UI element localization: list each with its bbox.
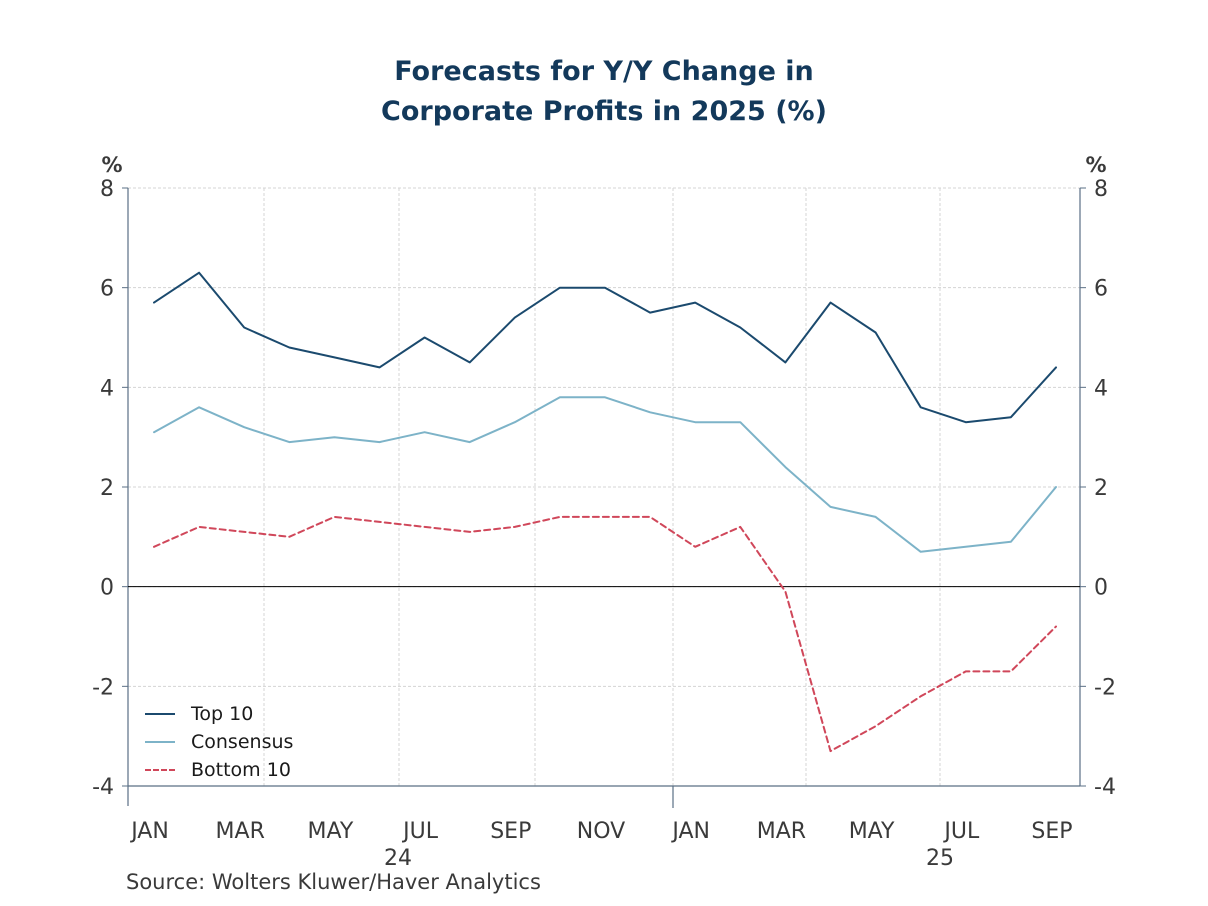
x-tick-label: NOV	[577, 819, 625, 844]
chart-title: Forecasts for Y/Y Change in Corporate Pr…	[0, 52, 1208, 132]
legend-item-consensus: Consensus	[145, 728, 293, 756]
x-tick-label: MAR	[757, 819, 806, 844]
x-tick-label: MAY	[849, 819, 895, 844]
x-tick-label: MAY	[308, 819, 354, 844]
legend-label-bottom-10: Bottom 10	[191, 759, 291, 781]
year-label: 24	[384, 846, 412, 871]
chart-legend: Top 10 Consensus Bottom 10	[145, 700, 293, 784]
left-y-tick-label: 0	[100, 576, 114, 601]
left-y-tick-label: -2	[92, 675, 114, 700]
legend-swatch-bottom-10	[145, 769, 175, 771]
right-y-tick-label: 2	[1094, 476, 1108, 501]
left-y-tick-label: -4	[92, 775, 114, 800]
right-y-tick-label: 4	[1094, 376, 1108, 401]
right-y-tick-label: -4	[1094, 775, 1116, 800]
legend-label-consensus: Consensus	[191, 731, 294, 753]
right-y-tick-label: 6	[1094, 277, 1108, 302]
year-label: 25	[926, 846, 954, 871]
chart-title-line-1: Forecasts for Y/Y Change in	[394, 56, 814, 87]
legend-label-top-10: Top 10	[191, 703, 254, 725]
legend-swatch-top-10	[145, 713, 175, 715]
right-y-tick-label: 8	[1094, 177, 1108, 202]
right-y-tick-label: 0	[1094, 576, 1108, 601]
x-tick-label: JAN	[670, 819, 710, 844]
series-line-top-10	[153, 271, 1057, 424]
legend-item-top-10: Top 10	[145, 700, 293, 728]
left-y-tick-label: 6	[100, 277, 114, 302]
legend-swatch-consensus	[145, 741, 175, 743]
legend-item-bottom-10: Bottom 10	[145, 756, 293, 784]
x-tick-label: MAR	[216, 819, 265, 844]
right-unit-label: %	[1085, 153, 1106, 177]
left-y-tick-label: 4	[100, 376, 114, 401]
x-tick-label: SEP	[490, 819, 531, 844]
right-y-tick-label: -2	[1094, 675, 1116, 700]
x-tick-label: JAN	[129, 819, 169, 844]
series-line-consensus	[153, 396, 1057, 553]
chart-title-line-2: Corporate Profits in 2025 (%)	[381, 96, 827, 127]
x-tick-label: JUL	[401, 819, 439, 844]
left-unit-label: %	[101, 153, 122, 177]
series-line-bottom-10	[153, 515, 1057, 753]
x-tick-label: JUL	[942, 819, 980, 844]
left-y-tick-label: 8	[100, 177, 114, 202]
x-tick-label: SEP	[1031, 819, 1072, 844]
left-y-tick-label: 2	[100, 476, 114, 501]
source-note: Source: Wolters Kluwer/Haver Analytics	[126, 870, 541, 894]
